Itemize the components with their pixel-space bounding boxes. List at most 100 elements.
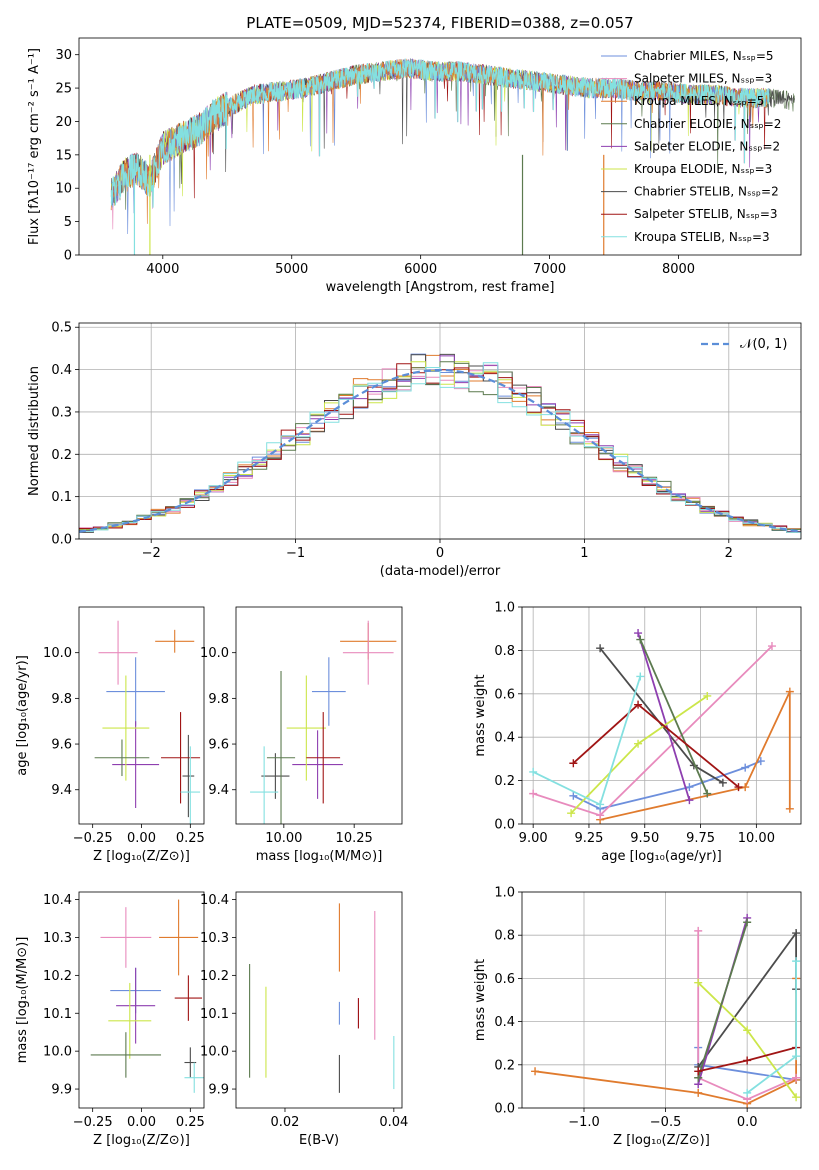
- legend-label: Kroupa MILES, Nₛₛₚ=5: [634, 94, 764, 108]
- x-tick-label: 8000: [662, 262, 695, 277]
- errorbar-point-4: [112, 721, 160, 809]
- errorbar-point-2: [98, 620, 138, 685]
- weight-marker: [529, 789, 538, 798]
- y-tick-label: 9.9: [51, 1083, 72, 1098]
- y-tick-label: 0.6: [494, 972, 515, 987]
- x-tick-label: −2: [142, 546, 161, 561]
- weight-marker: [569, 759, 578, 768]
- weight-marker: [743, 1088, 752, 1097]
- weight-series-3: [599, 647, 724, 784]
- errorbar-point-3: [261, 753, 290, 799]
- x-tick-label: 0.0: [737, 1115, 758, 1130]
- weight-marker: [685, 783, 694, 792]
- y-tick-label: 10.4: [200, 893, 229, 908]
- weight-marker: [634, 700, 643, 709]
- weight-marker: [734, 783, 743, 792]
- chart-title: PLATE=0509, MJD=52374, FIBERID=0388, z=0…: [246, 14, 633, 32]
- weight-marker: [792, 1052, 801, 1061]
- y-tick-label: 9.9: [208, 1083, 229, 1098]
- y-axis-label: age [log₁₀(age/yr)]: [15, 655, 30, 776]
- errorbar-point-8: [180, 746, 201, 824]
- y-tick-label: 0: [64, 249, 72, 264]
- axes-frame: [78, 891, 205, 1109]
- y-tick-label: 10.2: [200, 969, 229, 984]
- y-tick-label: 10.4: [43, 893, 72, 908]
- errorbar-point-6: [94, 739, 150, 777]
- weight-marker: [634, 739, 643, 748]
- axes-frame: [521, 606, 802, 825]
- x-axis-label: mass [log₁₀(M/M⊙)]: [256, 849, 383, 864]
- legend-label: Salpeter MILES, Nₛₛₚ=3: [634, 72, 772, 86]
- weight-series-5: [570, 695, 708, 814]
- legend-label: Salpeter STELIB, Nₛₛₚ=3: [634, 207, 778, 221]
- legend-label: 𝒩(0, 1): [740, 337, 787, 352]
- weight-series-6: [639, 639, 709, 794]
- axes-frame: [78, 37, 802, 256]
- legend-label: Kroupa STELIB, Nₛₛₚ=3: [634, 230, 770, 244]
- weight-marker: [743, 1056, 752, 1065]
- errorbar-point-7: [161, 712, 201, 804]
- weight-series-4: [637, 632, 691, 801]
- legend-label: Chabrier ELODIE, Nₛₛₚ=2: [634, 117, 781, 131]
- weight-marker: [685, 796, 694, 805]
- panel-age-vs-mass: 10.00 10.25 9.4 9.6 9.8 10.0 mass [log₁₀(M/M⊙)…: [200, 606, 403, 864]
- legend-label: Chabrier MILES, Nₛₛₚ=5: [634, 49, 774, 63]
- weight-series-8: [532, 676, 642, 806]
- x-tick-label: −1.0: [568, 1115, 600, 1130]
- y-tick-label: 0.4: [494, 731, 515, 746]
- errorbar-point-6: [90, 1032, 162, 1078]
- weight-series-1: [599, 691, 791, 821]
- x-tick-label: −1: [286, 546, 305, 561]
- y-tick-label: 9.8: [208, 692, 229, 707]
- x-tick-label: 0.00: [127, 831, 156, 846]
- weight-marker: [718, 778, 727, 787]
- x-axis-label: E(B-V): [299, 1133, 339, 1148]
- x-tick-label: 10.00: [265, 831, 302, 846]
- x-tick-label: 2: [725, 546, 733, 561]
- weight-marker: [792, 1073, 801, 1082]
- x-tick-label: 0.25: [176, 831, 205, 846]
- errorbar-point-4: [116, 967, 156, 1044]
- normal-reference-curve: [79, 368, 801, 533]
- weight-marker: [569, 791, 578, 800]
- axes-frame: [235, 891, 403, 1109]
- errorbar-point-1: [159, 899, 199, 976]
- axes-frame: [235, 606, 403, 825]
- y-tick-label: 5: [64, 215, 72, 230]
- axes-frame: [521, 891, 802, 1109]
- y-tick-label: 0.4: [51, 363, 72, 378]
- errorbar-point-0: [106, 657, 165, 726]
- errorbar-point-0: [311, 657, 346, 726]
- x-tick-label: 9.00: [519, 831, 548, 846]
- x-axis-label: Z [log₁₀(Z/Z⊙)]: [93, 849, 190, 864]
- x-tick-label: 10.00: [738, 831, 775, 846]
- x-axis-label: (data-model)/error: [380, 564, 501, 579]
- x-tick-label: 4000: [146, 262, 179, 277]
- y-axis-label: Flux [fλ10⁻¹⁷ erg cm⁻² s⁻¹ A⁻¹]: [27, 48, 42, 245]
- y-tick-label: 9.4: [208, 783, 229, 798]
- y-tick-label: 0.6: [494, 687, 515, 702]
- y-tick-label: 10.0: [43, 1045, 72, 1060]
- y-tick-label: 1.0: [494, 601, 515, 616]
- x-axis-label: wavelength [Angstrom, rest frame]: [326, 280, 555, 295]
- errorbar-point-2: [100, 907, 152, 968]
- y-tick-label: 0.0: [51, 533, 72, 548]
- x-tick-label: 10.25: [336, 831, 373, 846]
- weight-marker: [596, 811, 605, 820]
- x-tick-label: 9.75: [686, 831, 715, 846]
- y-tick-label: 0.2: [494, 1058, 515, 1073]
- weight-marker: [743, 918, 752, 927]
- x-tick-label: 0.02: [271, 1115, 300, 1130]
- errorbar-point-3: [182, 734, 195, 818]
- y-tick-label: 10.0: [200, 1045, 229, 1060]
- plot-area: [522, 606, 801, 825]
- y-tick-label: 0.1: [51, 490, 72, 505]
- weight-marker: [529, 767, 538, 776]
- y-tick-label: 0.2: [51, 448, 72, 463]
- y-tick-label: 9.8: [51, 692, 72, 707]
- y-tick-label: 15: [55, 148, 72, 163]
- panel-age-vs-Z: −0.25 0.00 0.25 9.4 9.6 9.8 10.0 Z [log₁₀(Z/Z⊙)…: [15, 606, 205, 864]
- weight-marker: [785, 687, 794, 696]
- x-tick-label: 0.04: [379, 1115, 408, 1130]
- legend: 𝒩(0, 1): [701, 337, 787, 352]
